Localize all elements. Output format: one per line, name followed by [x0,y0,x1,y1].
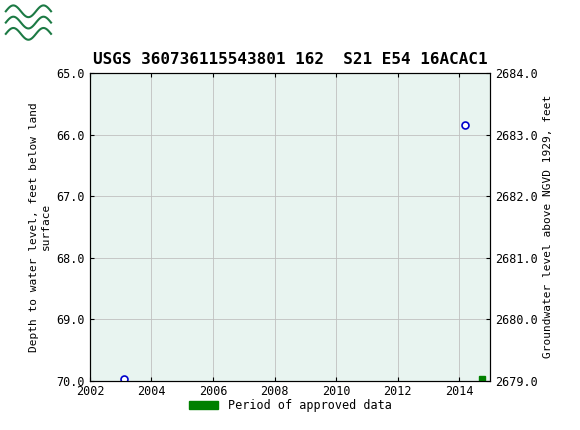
Legend: Period of approved data: Period of approved data [184,394,396,417]
Y-axis label: Groundwater level above NGVD 1929, feet: Groundwater level above NGVD 1929, feet [543,95,553,359]
Text: USGS 360736115543801 162  S21 E54 16ACAC1: USGS 360736115543801 162 S21 E54 16ACAC1 [93,52,487,67]
Y-axis label: Depth to water level, feet below land
surface: Depth to water level, feet below land su… [30,102,51,352]
FancyBboxPatch shape [5,3,54,42]
Text: USGS: USGS [59,12,123,33]
